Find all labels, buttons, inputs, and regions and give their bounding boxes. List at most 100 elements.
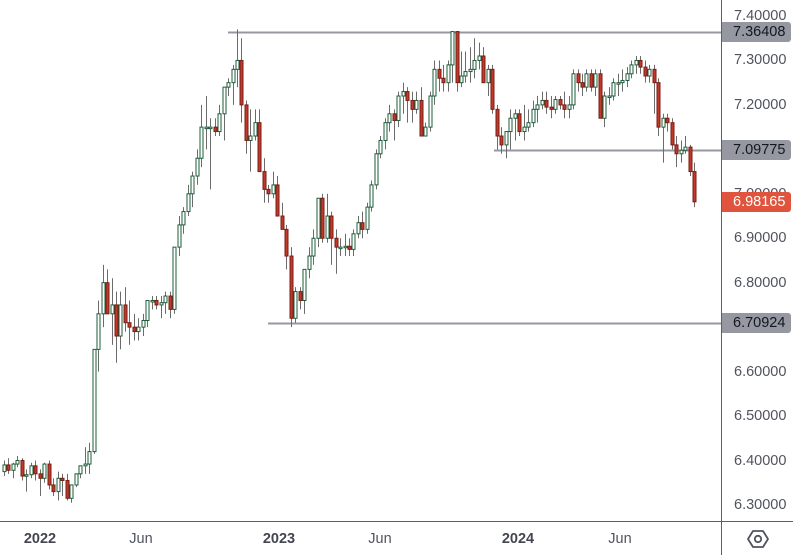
candle [544, 91, 549, 114]
candle [150, 296, 155, 310]
chart-plot-area[interactable] [0, 0, 721, 521]
candle [47, 460, 52, 490]
candle [459, 51, 464, 88]
candle [495, 104, 500, 150]
candle [441, 64, 446, 92]
candle [11, 462, 16, 479]
level-price-badge: 7.09775 [722, 140, 791, 161]
candle [674, 136, 679, 168]
candle [638, 56, 643, 74]
candle [477, 42, 482, 70]
candle [289, 247, 294, 328]
candle [634, 56, 639, 74]
candle [446, 60, 451, 92]
candle [396, 91, 401, 128]
candle [347, 238, 352, 257]
candle [468, 47, 473, 83]
candle [271, 171, 276, 199]
candle [535, 96, 540, 123]
candle [101, 264, 106, 328]
candle [665, 113, 670, 132]
candle [365, 202, 370, 234]
candle [118, 291, 123, 350]
candle [213, 118, 218, 137]
candle [670, 118, 675, 150]
candle [598, 69, 603, 119]
candle [567, 96, 572, 119]
candle [531, 100, 536, 128]
candle [222, 86, 227, 141]
candle [652, 64, 657, 114]
candle [611, 78, 616, 101]
candle [127, 300, 132, 345]
candle [87, 442, 92, 474]
candle [562, 91, 567, 119]
candle [195, 149, 200, 185]
candle [145, 299, 150, 328]
chart-settings-button[interactable] [721, 521, 793, 555]
price-tick-label: 7.20000 [734, 96, 787, 113]
candle [656, 78, 661, 137]
candle [602, 91, 607, 128]
price-tick-label: 7.40000 [734, 8, 787, 24]
candle [239, 38, 244, 123]
candle [168, 291, 173, 319]
candle [647, 64, 652, 83]
candle [60, 473, 65, 497]
candle [186, 184, 191, 217]
candle [401, 82, 406, 114]
candle [69, 484, 74, 503]
candle [275, 176, 280, 217]
candle [257, 109, 262, 173]
candle [51, 478, 56, 497]
candle [244, 100, 249, 154]
candle [683, 136, 688, 154]
candle [42, 462, 47, 483]
candle [110, 278, 115, 345]
candle [513, 109, 518, 141]
candle [643, 60, 648, 83]
last-price-badge: 6.98165 [722, 191, 791, 212]
candle [248, 109, 253, 172]
candle [338, 238, 343, 257]
candle [486, 64, 491, 97]
candle [20, 458, 25, 481]
candle [235, 29, 240, 88]
candle [553, 96, 558, 114]
candle [661, 113, 666, 163]
candle [136, 318, 141, 341]
candle [132, 313, 137, 341]
price-axis[interactable]: 7.400007.300007.200007.000006.900006.800… [721, 0, 793, 521]
time-tick-label: Jun [129, 531, 153, 547]
candle [620, 69, 625, 92]
level-price-badge: 7.36408 [722, 21, 791, 42]
candle [266, 184, 271, 203]
candle [490, 64, 495, 114]
time-tick-label: 2023 [262, 531, 296, 547]
candle [329, 211, 334, 265]
candle [316, 197, 321, 248]
time-tick-label: 2022 [23, 531, 57, 547]
price-tick-label: 6.90000 [734, 230, 787, 247]
candle [226, 78, 231, 97]
candle [405, 87, 410, 123]
candle [78, 465, 83, 479]
candle [293, 287, 298, 323]
candle [625, 67, 630, 88]
candle [584, 69, 589, 92]
candle [199, 104, 204, 168]
time-axis[interactable]: 2022 Jun 2023 Jun 2024 Jun [0, 521, 721, 555]
candle [105, 269, 110, 315]
candle [96, 300, 101, 372]
candle [463, 51, 468, 83]
candle [163, 291, 168, 314]
candle [369, 180, 374, 212]
candle [33, 460, 38, 481]
time-tick-label: 2024 [501, 531, 535, 547]
candlestick-series [2, 29, 721, 503]
candle [253, 109, 258, 141]
candle [392, 109, 397, 141]
candle [320, 193, 325, 243]
candle [262, 158, 267, 203]
candle [378, 136, 383, 159]
